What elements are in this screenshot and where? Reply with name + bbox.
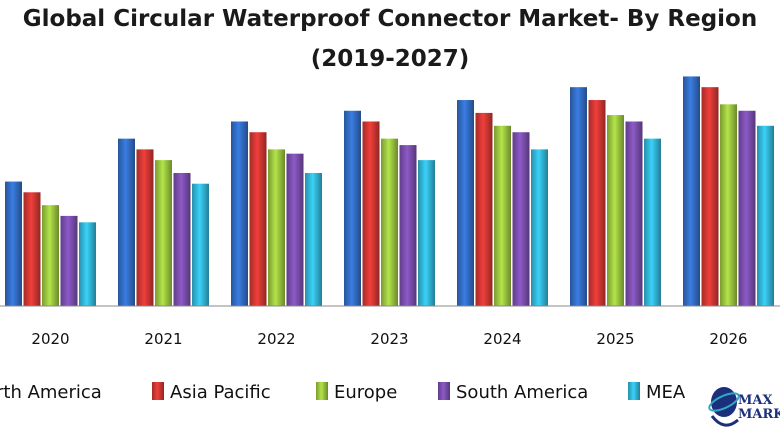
x-tick-2026: 2026 [709,330,747,348]
bar-asia-pacific-2024 [475,112,493,306]
x-tick-2020: 2020 [31,330,69,348]
legend-swatch-mea [628,382,640,400]
x-tick-2024: 2024 [483,330,521,348]
legend-swatch-asia-pacific [152,382,164,400]
x-tick-2021: 2021 [144,330,182,348]
x-tick-2022: 2022 [257,330,295,348]
bar-europe-2025 [607,115,624,307]
bar-asia-pacific-2021 [136,149,154,306]
x-tick-2023: 2023 [370,330,408,348]
chart-title-line1: Global Circular Waterproof Connector Mar… [22,6,758,32]
bar-south-america-2024 [512,132,530,306]
legend-label-europe: Europe [334,382,397,403]
bar-asia-pacific-2023 [362,121,380,306]
bar-mea-2024 [531,149,548,306]
bar-mea-2026 [757,125,774,306]
logo-line1: MAX [738,393,773,408]
bar-south-america-2025 [625,121,643,306]
logo-text: MAX MARKET [738,394,780,422]
legend-swatch-south-america [438,382,450,400]
legend-label-mea: MEA [646,382,686,403]
bars-group [5,76,774,307]
bar-europe-2024 [494,125,511,306]
bar-mea-2020 [79,222,96,306]
bar-north-america-2024 [457,100,474,306]
legend-label-asia-pacific: Asia Pacific [170,382,271,403]
bar-south-america-2020 [60,215,78,306]
bar-europe-2022 [268,149,285,306]
bar-north-america-2023 [344,110,361,306]
bar-mea-2021 [192,183,209,306]
bar-europe-2020 [42,205,59,306]
bar-asia-pacific-2026 [701,87,719,306]
logo-line2: MARKET [738,407,780,422]
bar-north-america-2022 [231,121,248,306]
maximize-logo [704,376,780,440]
bar-asia-pacific-2025 [588,100,606,306]
globe-icon [708,387,740,427]
bar-asia-pacific-2020 [23,192,41,306]
bar-south-america-2026 [738,110,756,306]
bar-europe-2023 [381,138,398,306]
bar-europe-2026 [720,104,737,306]
bar-south-america-2022 [286,153,304,306]
bar-north-america-2021 [118,138,135,306]
bar-north-america-2026 [683,76,700,306]
bar-north-america-2025 [570,87,587,306]
bar-europe-2021 [155,160,172,306]
bar-mea-2022 [305,172,322,306]
bar-asia-pacific-2022 [249,132,267,306]
legend-label-north-america: rth America [0,382,102,403]
bar-south-america-2021 [173,172,191,306]
bar-mea-2023 [418,160,435,306]
bar-mea-2025 [644,138,661,306]
bar-north-america-2020 [5,181,22,306]
legend-swatch-europe [316,382,328,400]
bar-south-america-2023 [399,145,417,306]
chart-title-line2: (2019-2027) [310,46,470,72]
legend-label-south-america: South America [456,382,588,403]
legend: rth America Asia Pacific Europe South Ameri… [0,382,686,403]
x-tick-labels: 2020 2021 2022 2023 2024 2025 2026 [31,330,747,348]
x-tick-2025: 2025 [596,330,634,348]
